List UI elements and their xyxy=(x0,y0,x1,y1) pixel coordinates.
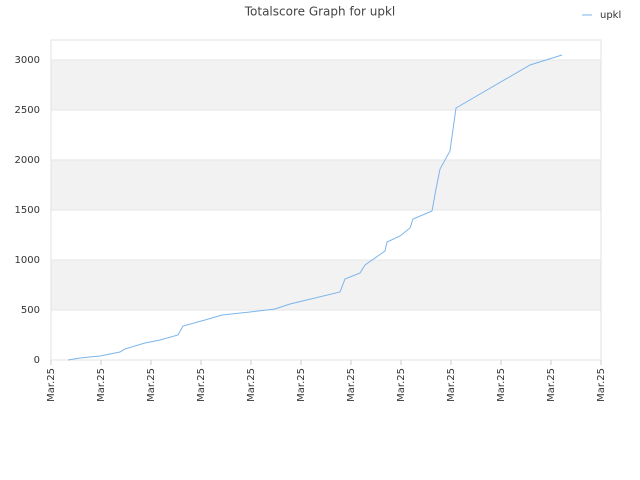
x-tick-label: Mar.25 xyxy=(146,368,157,402)
x-tick-label: Mar.25 xyxy=(446,368,457,402)
y-tick-label: 0 xyxy=(34,355,40,366)
x-tick-label: Mar.25 xyxy=(46,368,57,402)
series-line xyxy=(67,54,563,361)
grid-band xyxy=(51,60,601,110)
x-tick-label: Mar.25 xyxy=(96,368,107,402)
y-tick-label: 2500 xyxy=(15,105,40,116)
x-tick-label: Mar.25 xyxy=(346,368,357,402)
chart-title: Totalscore Graph for upkl xyxy=(244,5,396,19)
y-tick-label: 3000 xyxy=(15,55,40,66)
y-tick-label: 1500 xyxy=(15,205,40,216)
grid-band xyxy=(51,160,601,210)
y-tick-label: 1000 xyxy=(15,255,40,266)
x-tick-label: Mar.25 xyxy=(596,368,607,402)
y-tick-label: 2000 xyxy=(15,155,40,166)
x-tick-label: Mar.25 xyxy=(196,368,207,402)
x-tick-label: Mar.25 xyxy=(546,368,557,402)
x-tick-label: Mar.25 xyxy=(296,368,307,402)
legend-label: upkl xyxy=(600,10,621,21)
y-tick-label: 500 xyxy=(21,305,40,316)
grid-band xyxy=(51,260,601,310)
x-tick-label: Mar.25 xyxy=(396,368,407,402)
x-tick-label: Mar.25 xyxy=(246,368,257,402)
x-tick-label: Mar.25 xyxy=(496,368,507,402)
